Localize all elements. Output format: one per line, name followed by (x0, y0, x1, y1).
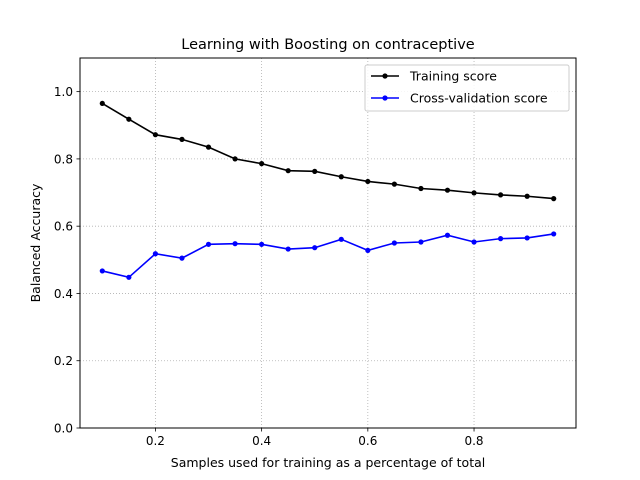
x-tick-label: 0.6 (358, 434, 377, 448)
data-point (418, 239, 424, 245)
legend-box (364, 64, 570, 112)
legend-label: Cross-validation score (410, 91, 548, 106)
data-point (497, 236, 504, 242)
data-point (259, 161, 265, 167)
data-point (312, 168, 318, 174)
data-point (99, 100, 105, 107)
y-tick-label: 0.2 (54, 354, 73, 368)
x-tick-label: 0.8 (464, 434, 483, 448)
x-tick-label: 0.4 (252, 434, 271, 448)
data-point (471, 190, 477, 196)
data-point (444, 187, 451, 193)
data-point (551, 196, 557, 202)
data-point (391, 240, 397, 246)
series-line-1 (102, 233, 554, 279)
data-point (338, 236, 344, 242)
data-point (205, 144, 212, 150)
axis-ticks: 0.2 0.4 0.6 0.8 0.0 0.2 0.4 0.6 0.8 1.0 (54, 85, 484, 448)
data-point (205, 241, 212, 247)
data-point (179, 255, 185, 261)
data-point (285, 168, 291, 174)
data-point (471, 239, 477, 245)
y-axis-label: Balanced Accuracy (28, 183, 43, 302)
data-point (152, 251, 159, 257)
data-point (418, 185, 424, 192)
data-point (391, 181, 397, 187)
legend-swatch-marker (382, 73, 388, 79)
data-point (524, 193, 530, 199)
data-point (497, 192, 504, 198)
data-point (99, 268, 105, 274)
data-point (126, 116, 132, 122)
data-point (285, 246, 291, 252)
data-point (232, 156, 238, 162)
y-tick-label: 0.4 (54, 287, 73, 301)
plot-series (99, 100, 557, 280)
chart-title: Learning with Boosting on contraceptive (181, 37, 475, 53)
data-point (259, 241, 265, 247)
data-point (338, 174, 344, 180)
legend-swatch-marker (382, 95, 388, 101)
data-point (444, 232, 451, 238)
data-point (551, 231, 557, 237)
x-tick-label: 0.2 (146, 434, 165, 448)
data-point (126, 274, 132, 280)
y-tick-label: 0.0 (54, 422, 73, 436)
data-point (152, 132, 159, 138)
series-line-0 (101, 102, 554, 200)
legend-label: Training score (409, 69, 497, 84)
plot-frame (79, 57, 577, 429)
data-point (179, 136, 185, 142)
y-tick-label: 1.0 (54, 85, 73, 99)
data-point (312, 245, 318, 251)
y-tick-label: 0.8 (54, 152, 73, 166)
data-point (365, 178, 371, 185)
data-point (524, 235, 530, 241)
data-point (365, 247, 371, 253)
x-axis-label: Samples used for training as a percentag… (171, 455, 485, 470)
legend: Training score Cross-validation score (364, 64, 570, 112)
data-point (232, 241, 238, 247)
y-tick-label: 0.6 (54, 220, 73, 234)
